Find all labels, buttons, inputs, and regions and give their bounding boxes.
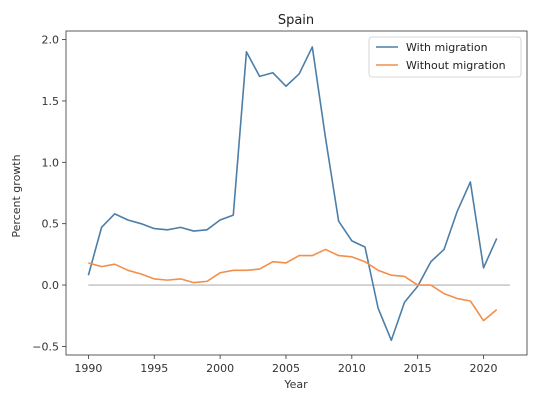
legend: With migration Without migration bbox=[368, 36, 522, 78]
y-tick-label: 1.0 bbox=[42, 156, 60, 169]
plot-area bbox=[65, 30, 528, 356]
chart-title: Spain bbox=[278, 13, 314, 28]
x-tick-label: 2010 bbox=[338, 362, 366, 375]
x-tick-label: 2015 bbox=[404, 362, 432, 375]
x-tick-label: 2000 bbox=[206, 362, 234, 375]
legend-box bbox=[368, 36, 522, 78]
y-axis: −0.5 0.0 0.5 1.0 1.5 2.0 bbox=[32, 34, 66, 353]
x-tick-label: 2020 bbox=[470, 362, 498, 375]
y-tick-label: −0.5 bbox=[32, 340, 59, 353]
x-tick-label: 1990 bbox=[74, 362, 102, 375]
series-line-without-migration bbox=[88, 248, 498, 322]
x-axis: 1990 1995 2000 2005 2010 2015 2020 bbox=[74, 355, 498, 375]
legend-label: With migration bbox=[406, 41, 488, 54]
plot-frame bbox=[65, 30, 528, 356]
y-axis-label: Percent growth bbox=[10, 154, 23, 237]
x-tick-label: 1995 bbox=[140, 362, 168, 375]
x-tick-label: 2005 bbox=[272, 362, 300, 375]
y-tick-label: 1.5 bbox=[42, 95, 60, 108]
y-tick-label: 0.5 bbox=[42, 218, 60, 231]
legend-label: Without migration bbox=[406, 59, 506, 72]
y-tick-label: 2.0 bbox=[42, 34, 60, 47]
series-line-with-migration bbox=[87, 46, 498, 342]
y-tick-label: 0.0 bbox=[42, 279, 60, 292]
series-layer bbox=[87, 46, 498, 342]
x-axis-label: Year bbox=[283, 378, 308, 391]
